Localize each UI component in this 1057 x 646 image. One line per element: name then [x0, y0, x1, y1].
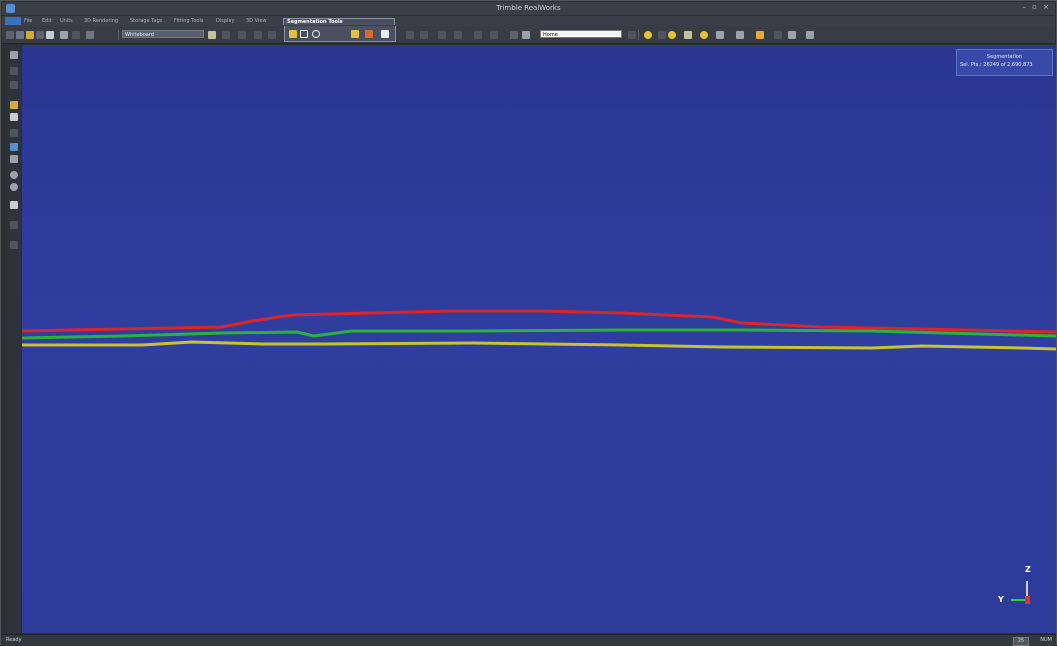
y-axis-label: Y — [998, 595, 1004, 604]
window-icon[interactable] — [806, 31, 814, 39]
zoom-in-icon[interactable] — [10, 171, 18, 179]
workspace-select[interactable]: Whiteboard — [122, 30, 204, 38]
circle-selection-icon[interactable] — [312, 30, 320, 38]
fit-view-icon[interactable] — [10, 155, 18, 163]
axis-arrows — [1011, 581, 1030, 604]
image-icon[interactable] — [10, 113, 18, 121]
light-icon[interactable] — [756, 31, 764, 39]
open-icon[interactable] — [16, 31, 24, 39]
segmentation-info-panel: Segmentation Sel. Pts.: 26249 of 2,690,8… — [956, 49, 1053, 76]
status-text: Ready — [6, 637, 22, 643]
folder-icon[interactable] — [26, 31, 34, 39]
tool-icon[interactable] — [10, 81, 18, 89]
menu-units[interactable]: Units — [60, 18, 73, 24]
tab-segmentation-tools[interactable]: Segmentation Tools — [283, 18, 395, 25]
new-icon[interactable] — [6, 31, 14, 39]
pointer-icon[interactable] — [10, 51, 18, 59]
menu-3d-rendering[interactable]: 3D Rendering — [84, 18, 119, 24]
menu-fitting-tools[interactable]: Fitting Tools — [174, 18, 204, 24]
num-lock-indicator: NUM — [1040, 637, 1052, 643]
point-cloud-profiles — [22, 309, 1056, 351]
tool-icon[interactable] — [490, 31, 498, 39]
tool-icon[interactable] — [10, 221, 18, 229]
tool-icon[interactable] — [222, 31, 230, 39]
tool-icon[interactable] — [736, 31, 744, 39]
tool-icon[interactable] — [454, 31, 462, 39]
station-icon[interactable] — [10, 101, 18, 109]
window-title: Trimble RealWorks — [496, 4, 561, 12]
clipboard-icon[interactable] — [86, 31, 94, 39]
save-icon[interactable] — [36, 31, 44, 39]
segmentation-panel-title: Segmentation — [986, 54, 1023, 60]
shading-icon[interactable] — [700, 31, 708, 39]
window-controls[interactable]: – ▫ × — [1022, 3, 1051, 11]
segmentation-tools-group — [284, 26, 396, 42]
undo-icon[interactable] — [60, 31, 68, 39]
main-toolbar: Whiteboard Home — [2, 26, 1055, 44]
menu-bar: File Edit Units 3D Rendering Storage Tag… — [2, 15, 1055, 27]
rotate-icon[interactable] — [10, 201, 18, 209]
app-logo-icon[interactable] — [6, 4, 15, 13]
menu-edit[interactable]: Edit — [42, 18, 52, 24]
orbit-icon[interactable] — [10, 143, 18, 151]
green-profile — [22, 328, 1056, 340]
tool-icon[interactable] — [510, 31, 518, 39]
tool-icon[interactable] — [774, 31, 782, 39]
tool-icon[interactable] — [716, 31, 724, 39]
layer-icon[interactable] — [208, 31, 216, 39]
menu-3d-view[interactable]: 3D View — [246, 18, 267, 24]
tool-icon[interactable] — [658, 31, 666, 39]
toolbar-separator — [118, 30, 119, 40]
render-mode-icon[interactable] — [644, 31, 652, 39]
yellow-profile — [22, 340, 1056, 351]
points-icon[interactable] — [684, 31, 692, 39]
keep-inside-icon[interactable] — [351, 30, 359, 38]
axis-triad: Z Y — [997, 565, 1037, 610]
rectangle-selection-icon[interactable] — [300, 30, 308, 38]
tool-icon[interactable] — [474, 31, 482, 39]
tool-icon[interactable] — [238, 31, 246, 39]
tool-icon[interactable] — [10, 67, 18, 75]
menu-display[interactable]: Display — [216, 18, 235, 24]
tool-icon[interactable] — [438, 31, 446, 39]
tool-icon[interactable] — [254, 31, 262, 39]
redo-icon[interactable] — [72, 31, 80, 39]
polygonal-selection-icon[interactable] — [289, 30, 297, 38]
view-select[interactable]: Home — [540, 30, 622, 38]
z-axis-label: Z — [1025, 565, 1031, 574]
tool-icon[interactable] — [420, 31, 428, 39]
3d-viewport[interactable]: Segmentation Sel. Pts.: 26249 of 2,690,8… — [22, 45, 1056, 633]
remove-inside-icon[interactable] — [365, 30, 373, 38]
title-bar: Trimble RealWorks – ▫ × — [2, 2, 1055, 15]
sphere-icon[interactable] — [668, 31, 676, 39]
x-axis-marker — [1025, 596, 1030, 604]
print-icon[interactable] — [46, 31, 54, 39]
menu-file[interactable]: File — [24, 18, 33, 24]
application-menu-button[interactable] — [5, 17, 21, 25]
tool-icon[interactable] — [268, 31, 276, 39]
menu-storage-tags[interactable]: Storage Tags — [130, 18, 163, 24]
left-toolbar — [7, 45, 21, 633]
camera-icon[interactable] — [522, 31, 530, 39]
create-cloud-icon[interactable] — [381, 30, 389, 38]
zoom-out-icon[interactable] — [10, 183, 18, 191]
tool-icon[interactable] — [10, 241, 18, 249]
toolbar-separator — [638, 30, 639, 40]
status-bar: Ready 25 NUM — [2, 634, 1055, 646]
red-profile — [22, 309, 1056, 334]
tool-icon[interactable] — [788, 31, 796, 39]
selected-points-info: Sel. Pts.: 26249 of 2,690,873 — [960, 62, 1033, 68]
tool-icon[interactable] — [406, 31, 414, 39]
tool-icon[interactable] — [628, 31, 636, 39]
tool-icon[interactable] — [10, 129, 18, 137]
